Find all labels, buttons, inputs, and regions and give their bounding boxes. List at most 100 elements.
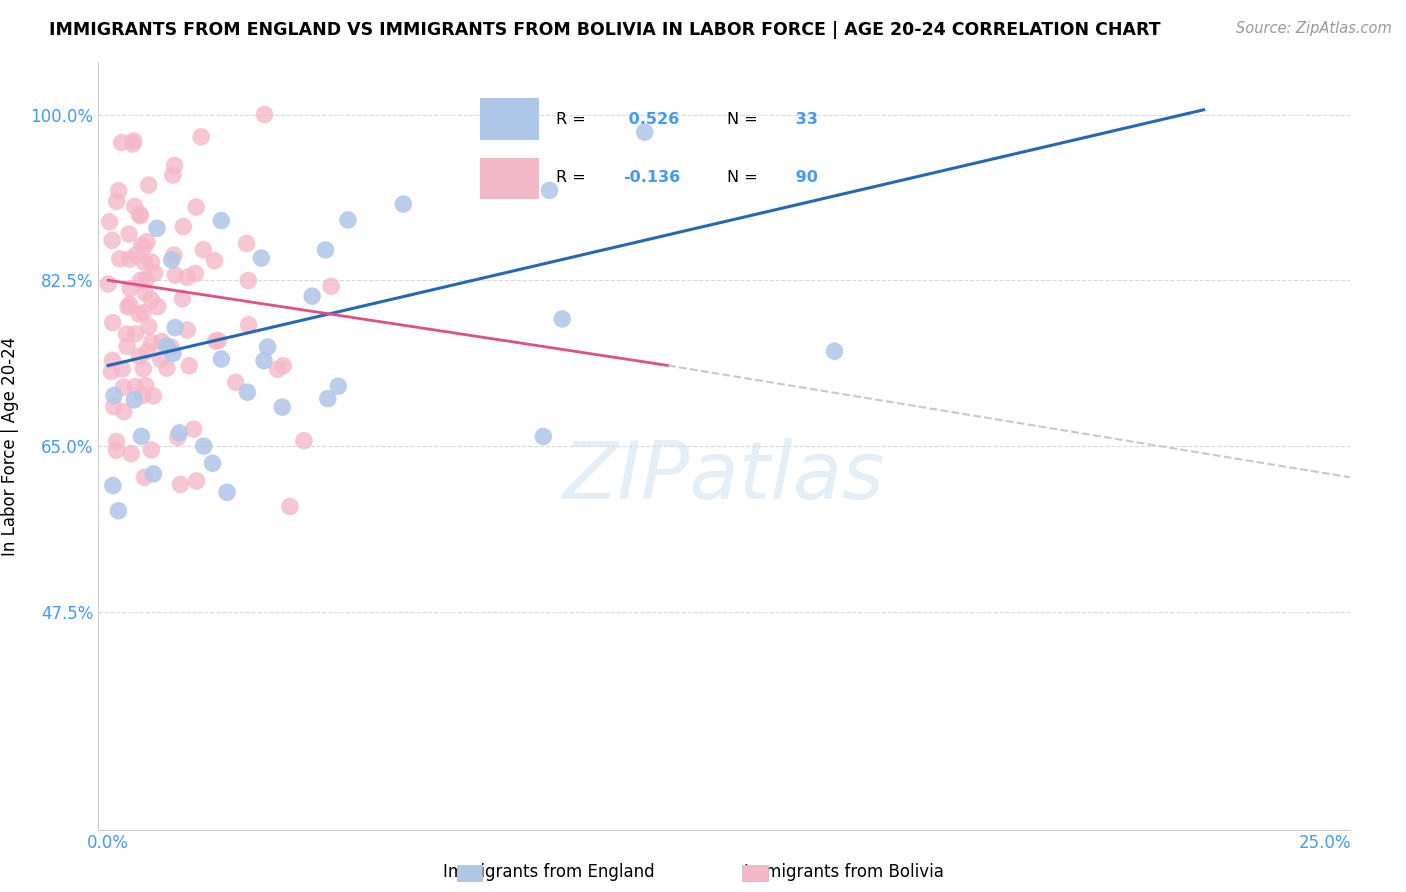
- Point: [634, 125, 657, 139]
- Point: [124, 380, 146, 394]
- Point: [142, 389, 165, 403]
- Point: [172, 219, 194, 234]
- Point: [193, 439, 215, 453]
- Point: [169, 477, 191, 491]
- Point: [184, 267, 207, 281]
- Point: [278, 500, 301, 514]
- Text: ZIPatlas: ZIPatlas: [562, 438, 886, 516]
- Point: [538, 183, 561, 197]
- Point: [131, 429, 153, 443]
- Point: [292, 434, 315, 448]
- Point: [156, 361, 179, 376]
- Point: [551, 312, 574, 326]
- Point: [392, 197, 415, 211]
- Point: [176, 270, 198, 285]
- Point: [165, 268, 187, 282]
- Point: [100, 365, 122, 379]
- Point: [337, 213, 360, 227]
- Point: [98, 215, 121, 229]
- Point: [531, 429, 554, 443]
- Point: [124, 392, 146, 407]
- Y-axis label: In Labor Force | Age 20-24: In Labor Force | Age 20-24: [1, 336, 20, 556]
- Point: [97, 277, 120, 291]
- Point: [160, 252, 183, 267]
- Point: [238, 273, 260, 287]
- Point: [165, 320, 187, 334]
- Point: [125, 248, 148, 262]
- Point: [105, 443, 128, 458]
- Point: [124, 200, 146, 214]
- Point: [105, 194, 128, 209]
- Point: [134, 378, 156, 392]
- Point: [101, 316, 124, 330]
- Point: [236, 385, 259, 400]
- Text: Immigrants from England: Immigrants from England: [443, 863, 654, 881]
- Point: [266, 362, 288, 376]
- Point: [235, 236, 257, 251]
- Point: [162, 168, 184, 182]
- Point: [142, 467, 165, 481]
- Point: [179, 359, 201, 373]
- Point: [118, 252, 141, 266]
- Point: [115, 327, 138, 342]
- Point: [204, 334, 226, 348]
- Point: [141, 255, 163, 269]
- Point: [273, 359, 295, 373]
- Point: [111, 362, 134, 376]
- Point: [141, 442, 163, 457]
- Point: [150, 334, 173, 349]
- Point: [132, 388, 155, 402]
- Point: [134, 255, 156, 269]
- Point: [149, 352, 172, 367]
- Point: [155, 339, 177, 353]
- Point: [117, 300, 139, 314]
- Point: [103, 388, 125, 402]
- Point: [132, 306, 155, 320]
- Point: [824, 344, 846, 359]
- Point: [316, 392, 339, 406]
- Point: [112, 405, 135, 419]
- Point: [159, 340, 181, 354]
- Point: [101, 233, 124, 247]
- Point: [105, 434, 128, 449]
- Point: [328, 379, 350, 393]
- Text: Immigrants from Bolivia: Immigrants from Bolivia: [744, 863, 943, 881]
- Point: [253, 107, 276, 121]
- Point: [256, 340, 278, 354]
- Point: [120, 282, 142, 296]
- Point: [134, 285, 156, 300]
- Point: [138, 178, 160, 192]
- Point: [186, 200, 208, 214]
- Point: [190, 129, 212, 144]
- Point: [128, 207, 150, 221]
- Point: [124, 326, 146, 341]
- Point: [193, 243, 215, 257]
- Point: [110, 136, 132, 150]
- Point: [163, 248, 186, 262]
- Point: [134, 470, 156, 484]
- Text: IMMIGRANTS FROM ENGLAND VS IMMIGRANTS FROM BOLIVIA IN LABOR FORCE | AGE 20-24 CO: IMMIGRANTS FROM ENGLAND VS IMMIGRANTS FR…: [49, 21, 1161, 39]
- Point: [301, 289, 323, 303]
- Point: [107, 504, 129, 518]
- Point: [132, 361, 155, 376]
- Point: [129, 209, 152, 223]
- Point: [225, 376, 247, 390]
- Point: [146, 221, 169, 235]
- Point: [131, 238, 153, 252]
- Point: [176, 323, 198, 337]
- Point: [250, 251, 273, 265]
- Point: [238, 318, 260, 332]
- Point: [162, 346, 184, 360]
- Point: [108, 252, 131, 266]
- Point: [183, 422, 205, 436]
- Point: [118, 298, 141, 312]
- Point: [172, 292, 194, 306]
- Point: [201, 456, 224, 470]
- Point: [112, 380, 135, 394]
- Point: [163, 159, 186, 173]
- Point: [166, 430, 188, 444]
- Point: [215, 485, 238, 500]
- Point: [135, 272, 157, 286]
- Point: [101, 478, 124, 492]
- Point: [129, 273, 152, 287]
